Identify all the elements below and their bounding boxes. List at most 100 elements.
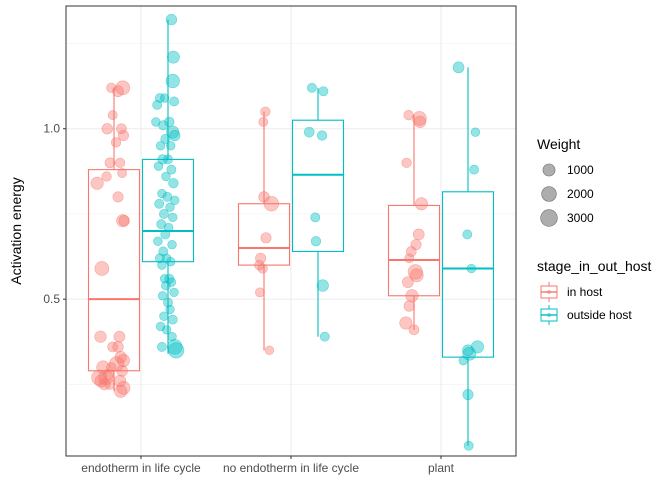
color-legend-key — [540, 282, 558, 302]
data-point — [260, 106, 271, 117]
data-point — [155, 141, 166, 151]
box-iqr — [141, 158, 195, 263]
data-point — [155, 321, 166, 332]
data-point — [161, 280, 171, 291]
data-point — [413, 115, 427, 129]
data-point — [403, 300, 415, 312]
data-point — [159, 311, 169, 321]
data-point — [113, 374, 127, 388]
data-point — [157, 188, 167, 199]
data-point — [157, 260, 167, 270]
color-legend-key — [540, 305, 558, 325]
data-point — [161, 171, 171, 182]
data-point — [101, 123, 113, 135]
box-iqr — [441, 191, 495, 358]
data-point — [166, 164, 177, 175]
data-point — [168, 212, 178, 223]
data-point — [117, 130, 129, 142]
size-legend-key — [540, 209, 558, 227]
data-point — [167, 332, 177, 342]
data-point — [104, 379, 116, 390]
box-iqr — [291, 119, 345, 253]
data-point — [106, 362, 117, 373]
data-point — [462, 229, 473, 240]
data-point — [403, 109, 414, 121]
y-tick-label: 1.0 — [43, 122, 60, 136]
color-legend-title: stage_in_out_host — [537, 258, 652, 274]
data-point — [260, 232, 272, 244]
data-point — [166, 277, 177, 287]
box-iqr — [387, 204, 441, 297]
data-point — [112, 85, 124, 98]
data-point — [255, 252, 267, 264]
data-point — [154, 198, 165, 209]
x-tick-label: endotherm in life cycle — [81, 461, 201, 475]
data-point — [401, 157, 412, 168]
data-point — [462, 389, 474, 401]
data-point — [94, 374, 108, 388]
data-point — [310, 212, 321, 223]
data-point — [264, 345, 275, 355]
data-point — [407, 264, 423, 280]
data-point — [316, 130, 328, 141]
data-point — [408, 324, 420, 336]
color-legend-items: in host outside host — [540, 282, 632, 325]
data-point — [94, 261, 110, 276]
y-axis: 0.5 1.0 — [43, 122, 66, 306]
data-point — [94, 330, 107, 343]
y-tick-label: 0.5 — [43, 292, 60, 306]
data-point — [168, 342, 185, 359]
box-outside-host — [291, 87, 345, 337]
data-point — [161, 325, 172, 335]
data-point — [412, 228, 425, 241]
data-point — [452, 61, 465, 74]
data-point — [157, 342, 167, 352]
data-point — [303, 126, 315, 138]
data-point — [318, 86, 329, 97]
data-point — [160, 229, 171, 240]
data-point — [307, 82, 317, 93]
data-point — [107, 110, 118, 120]
size-legend-label: 3000 — [567, 211, 594, 225]
data-point — [98, 370, 114, 386]
data-point — [116, 364, 128, 377]
data-point — [167, 50, 180, 64]
data-point — [116, 123, 127, 135]
data-point — [112, 341, 124, 353]
size-legend-items: 1000 2000 3000 — [540, 163, 594, 227]
data-point — [404, 253, 415, 264]
size-legend-key — [541, 186, 557, 202]
data-point — [160, 134, 171, 144]
data-point — [405, 289, 419, 303]
data-point — [165, 13, 178, 26]
data-point — [159, 93, 170, 103]
data-point — [114, 384, 128, 398]
data-point — [263, 196, 280, 212]
data-point — [469, 164, 479, 175]
data-point — [113, 330, 126, 343]
data-point — [167, 314, 178, 325]
size-legend-label: 2000 — [567, 187, 594, 201]
data-point — [319, 331, 330, 342]
data-point — [169, 287, 179, 298]
data-point — [458, 355, 468, 366]
data-point — [166, 257, 176, 267]
data-point — [165, 73, 180, 89]
points-layer — [90, 13, 484, 451]
data-point — [153, 161, 164, 171]
data-point — [104, 157, 116, 169]
major-gridlines — [66, 6, 516, 456]
data-point — [157, 291, 168, 301]
data-point — [169, 96, 179, 107]
data-point — [112, 191, 124, 203]
data-point — [90, 176, 104, 190]
data-point — [255, 287, 265, 298]
x-tick-label: no endotherm in life cycle — [223, 461, 359, 475]
x-axis: endotherm in life cycle no endotherm in l… — [81, 456, 455, 475]
data-point — [110, 137, 122, 148]
data-point — [158, 120, 169, 131]
data-point — [165, 304, 175, 315]
legend-point — [547, 313, 551, 317]
data-point — [399, 316, 413, 330]
